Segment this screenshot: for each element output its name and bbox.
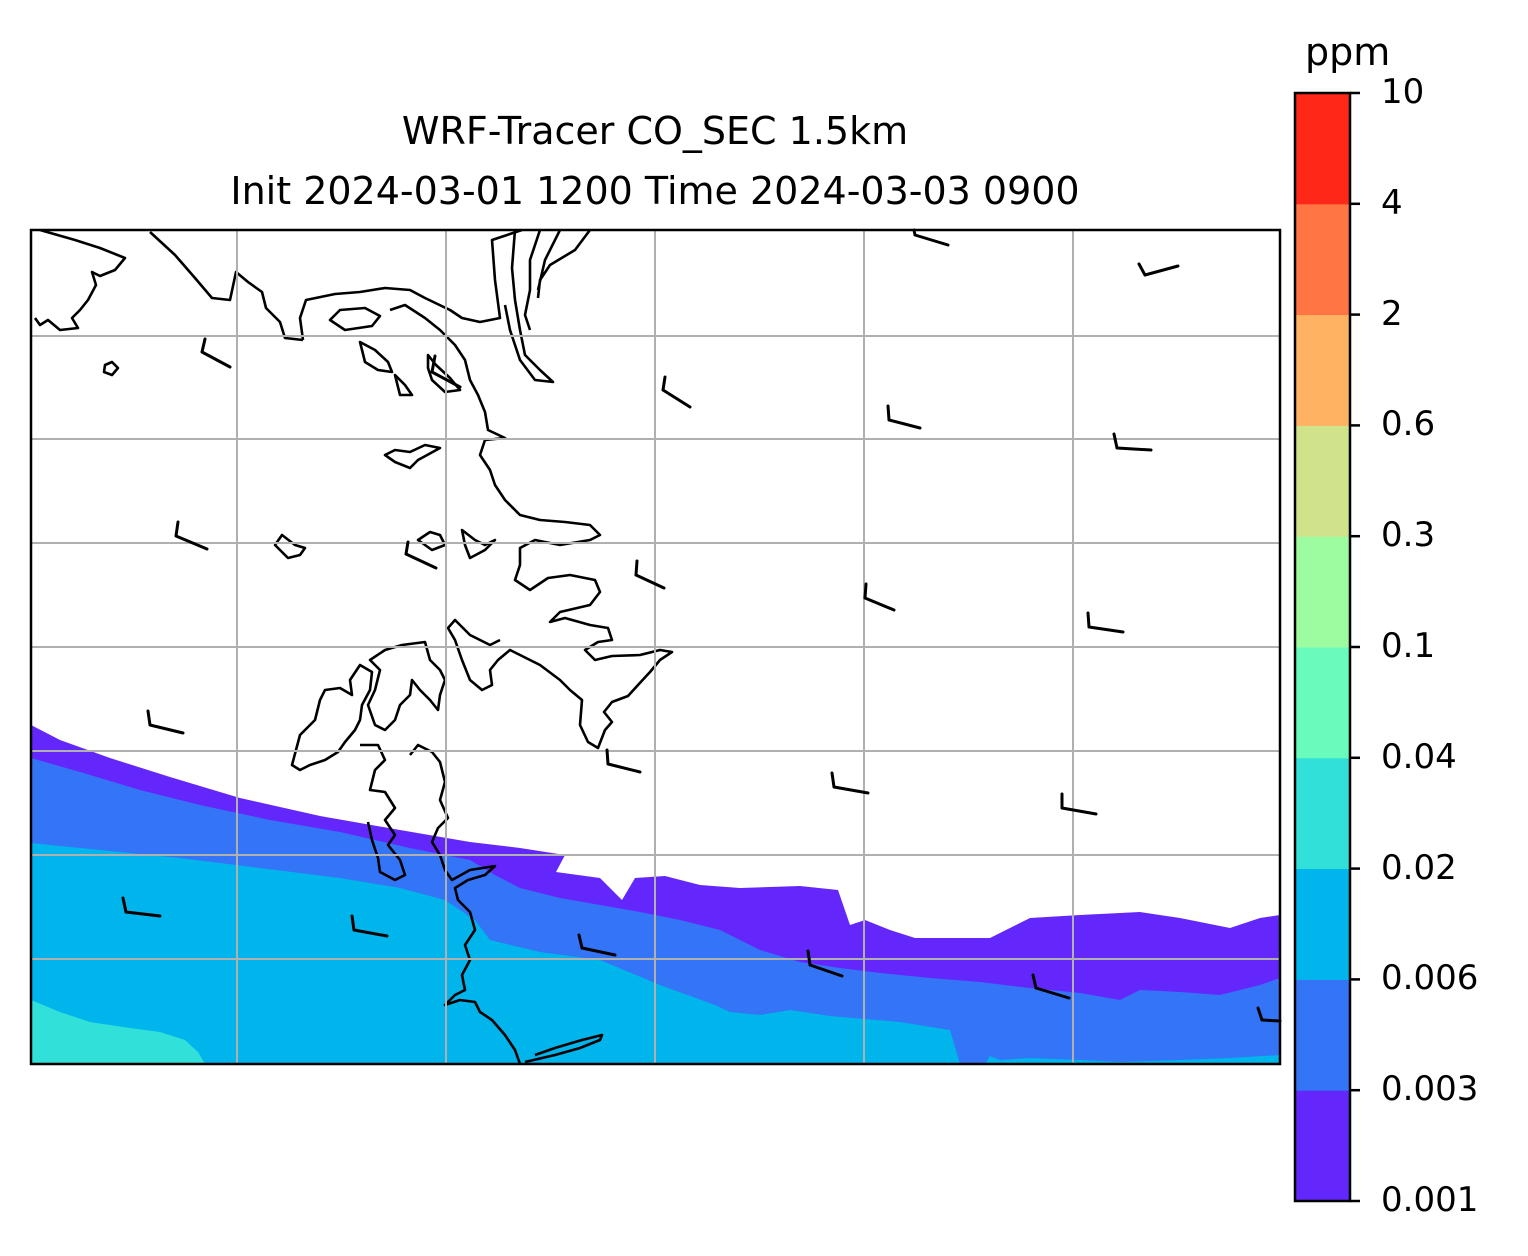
- coastline-channel: [503, 230, 592, 384]
- coastline-inlet-1: [328, 306, 382, 332]
- colorbar-tick-label: 0.003: [1381, 1069, 1479, 1110]
- wind-barb: [806, 949, 844, 978]
- wind-barb: [121, 896, 162, 918]
- coastline-island-e: [383, 443, 442, 470]
- wind-barb: [430, 354, 462, 389]
- wind-barb: [634, 559, 666, 590]
- wind-barb: [1031, 973, 1071, 1000]
- coastline-sw-island: [290, 663, 374, 772]
- colorbar-segment: [1295, 425, 1350, 537]
- wind-barbs: [121, 228, 1282, 1023]
- wind-barb: [174, 520, 209, 551]
- wind-barb: [912, 228, 950, 247]
- coastline-main-mid: [149, 230, 523, 342]
- colorbar-segment: [1295, 647, 1350, 759]
- map-subtitle: Init 2024-03-01 1200 Time 2024-03-03 090…: [230, 169, 1080, 213]
- colorbar-tick-label: 0.3: [1381, 515, 1436, 556]
- wind-barb: [404, 540, 438, 570]
- contour-0.006: [31, 843, 960, 1064]
- coastline-island-g: [393, 373, 414, 397]
- wind-barb: [146, 709, 185, 735]
- wind-barb: [1086, 611, 1125, 634]
- gridlines: [31, 230, 1280, 1064]
- wind-barb: [830, 771, 870, 795]
- colorbar-tick-label: 0.04: [1381, 736, 1457, 777]
- wind-barb: [577, 933, 617, 957]
- coastline-inlet-2: [358, 340, 394, 374]
- colorbar-tick-label: 0.001: [1381, 1180, 1479, 1220]
- wind-barb: [350, 914, 389, 938]
- colorbar-tick-label: 0.6: [1381, 404, 1436, 445]
- coastlines: [33, 230, 674, 1064]
- wind-barb: [886, 404, 922, 430]
- colorbar-tick-label: 0.02: [1381, 847, 1457, 888]
- colorbar-segment: [1295, 868, 1350, 980]
- colorbar-tick-label: 10: [1381, 72, 1425, 112]
- wind-barb: [1112, 432, 1153, 452]
- colorbar-segment: [1295, 93, 1350, 205]
- map-title: WRF-Tracer CO_SEC 1.5km: [401, 109, 909, 153]
- coastline-island-a: [102, 360, 120, 377]
- coastline-lower-left: [366, 640, 447, 732]
- wind-barb: [661, 375, 692, 409]
- colorbar-tick-label: 0.1: [1381, 626, 1436, 666]
- colorbar-segment: [1295, 314, 1350, 426]
- colorbar-tick-label: 0.006: [1381, 958, 1479, 999]
- coastline-south-strip: [360, 743, 604, 1064]
- wind-barb: [605, 748, 642, 774]
- colorbar-segment: [1295, 203, 1350, 316]
- colorbar-segment: [1295, 536, 1350, 648]
- wind-barb: [1256, 1006, 1282, 1023]
- coastline-peninsula: [389, 303, 674, 750]
- coastline-island-b: [273, 533, 307, 560]
- colorbar-unit: ppm: [1305, 30, 1391, 74]
- map-frame: [29, 228, 1282, 1066]
- wind-barb: [1060, 792, 1098, 816]
- coastline-main-left: [33, 230, 127, 332]
- contour-0.006-east: [985, 1055, 1280, 1064]
- wind-barb: [200, 337, 232, 369]
- coastline-island-d: [460, 528, 497, 560]
- colorbar: [1293, 91, 1360, 1203]
- coastline-island-f: [426, 353, 462, 394]
- colorbar-tick-label: 4: [1381, 182, 1403, 223]
- colorbar-segment: [1295, 1090, 1350, 1202]
- colorbar-tick-label: 2: [1381, 293, 1403, 334]
- wind-barb: [1137, 262, 1180, 277]
- wind-barb: [863, 582, 896, 612]
- contour-0.02: [31, 1000, 205, 1064]
- colorbar-segment: [1295, 757, 1350, 870]
- coastline-island-c: [416, 530, 447, 552]
- colorbar-segment: [1295, 979, 1350, 1091]
